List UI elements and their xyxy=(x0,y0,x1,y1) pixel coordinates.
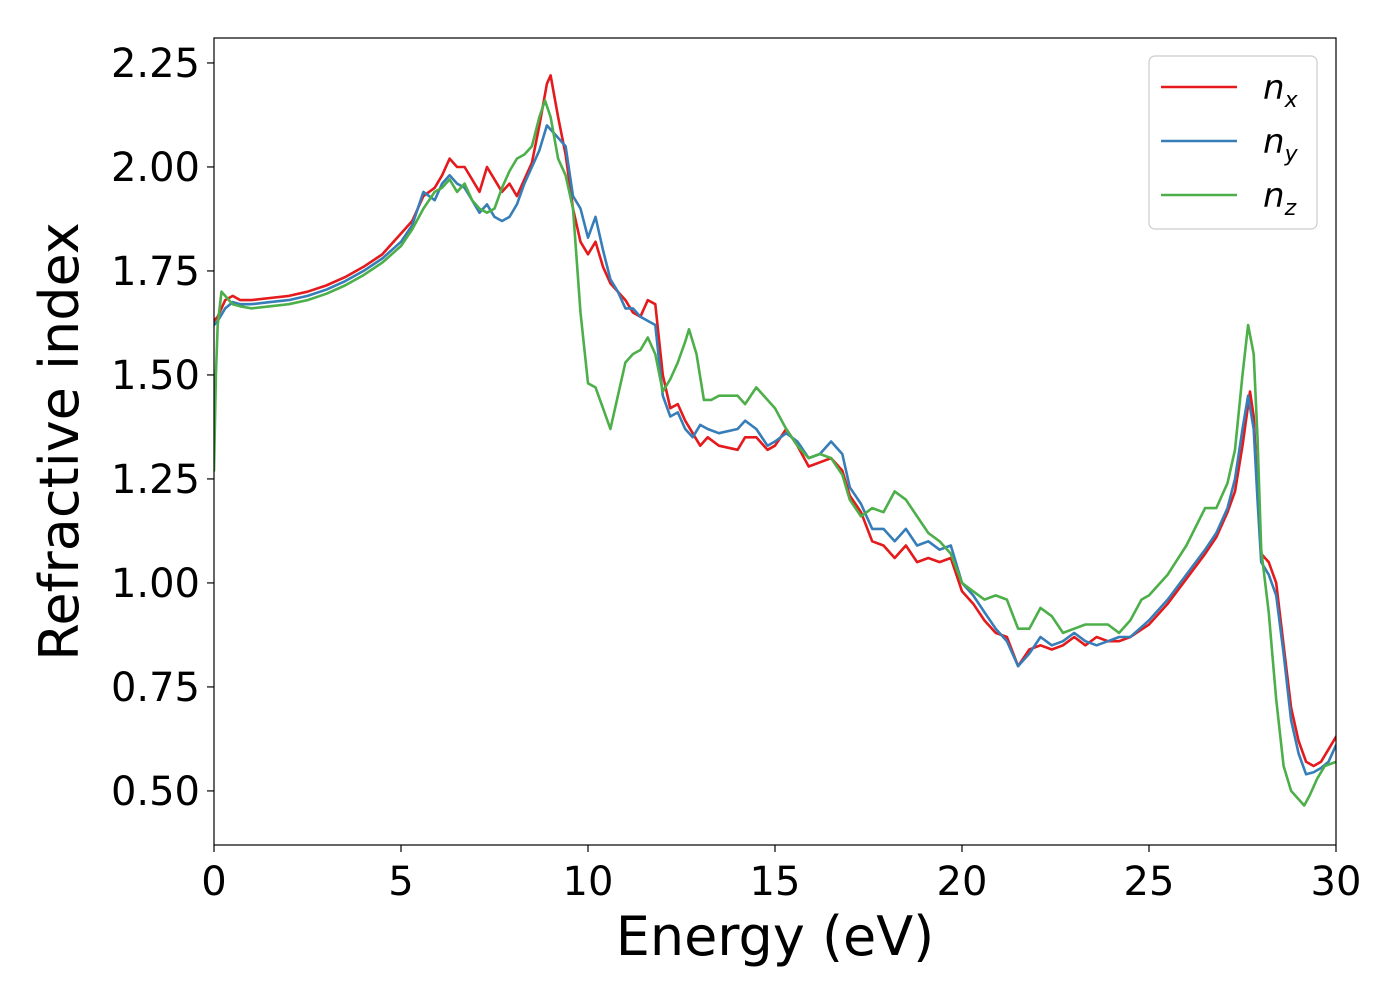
y-tick-label: 1.50 xyxy=(111,353,200,399)
y-tick-label: 1.25 xyxy=(111,457,200,503)
series-line-n-z xyxy=(214,99,1336,807)
x-tick-label: 0 xyxy=(201,859,226,905)
x-tick-label: 20 xyxy=(937,859,988,905)
y-tick-label: 2.00 xyxy=(111,145,200,191)
y-tick-label: 0.50 xyxy=(111,769,200,815)
x-axis-title: Energy (eV) xyxy=(616,905,935,968)
x-tick-label: 10 xyxy=(563,859,614,905)
x-tick-label: 5 xyxy=(388,859,413,905)
series-layer xyxy=(214,74,1336,807)
y-axis: 0.50 0.75 1.00 1.25 1.50 1.75 2.00 2.25 xyxy=(111,41,214,815)
legend-label-n-z: nz xyxy=(1263,176,1297,221)
y-tick-label: 1.75 xyxy=(111,249,200,295)
x-tick-label: 15 xyxy=(750,859,801,905)
series-line-n-y xyxy=(214,124,1336,776)
x-axis: 0 5 10 15 20 25 30 xyxy=(201,845,1361,905)
y-tick-label: 1.00 xyxy=(111,561,200,607)
y-tick-label: 0.75 xyxy=(111,665,200,711)
y-tick-label: 2.25 xyxy=(111,41,200,87)
y-axis-title: Refractive index xyxy=(28,222,91,661)
legend: nx ny nz xyxy=(1148,55,1318,230)
series-line-n-x xyxy=(214,74,1336,768)
x-tick-label: 30 xyxy=(1311,859,1362,905)
legend-label-n-y: ny xyxy=(1263,122,1299,167)
legend-box xyxy=(1148,55,1318,230)
legend-label-n-x: nx xyxy=(1263,68,1299,113)
x-tick-label: 25 xyxy=(1124,859,1175,905)
